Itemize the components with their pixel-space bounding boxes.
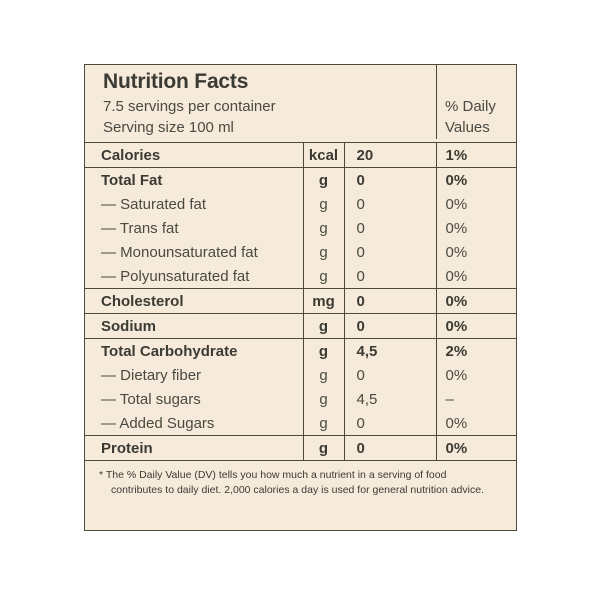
nutrient-row: Sodium g 0 0% bbox=[85, 313, 516, 339]
nutrient-amount: 0 bbox=[343, 288, 436, 314]
nutrient-row: Total Carbohydrate g 4,5 2% bbox=[85, 338, 516, 363]
nutrient-unit: g bbox=[302, 240, 344, 264]
servings-per-container: 7.5 servings per container bbox=[103, 98, 276, 115]
nutrient-amount: 0 bbox=[343, 192, 436, 216]
nutrient-row: — Trans fat g 0 0% bbox=[85, 216, 516, 240]
nutrient-daily-value: 0% bbox=[435, 167, 516, 192]
nutrient-amount: 0 bbox=[343, 411, 436, 436]
nutrient-row: Cholesterol mg 0 0% bbox=[85, 288, 516, 314]
nutrient-name: — Polyunsaturated fat bbox=[101, 267, 250, 285]
nutrient-name: Calories bbox=[85, 142, 303, 168]
footnote-line2: contributes to daily diet. 2,000 calorie… bbox=[111, 484, 484, 496]
nutrient-row: — Dietary fiber g 0 0% bbox=[85, 363, 516, 387]
nutrient-unit: g bbox=[302, 363, 344, 387]
nutrient-amount: 4,5 bbox=[343, 338, 436, 363]
nutrient-amount: 0 bbox=[343, 240, 436, 264]
nutrient-amount: 0 bbox=[343, 313, 436, 339]
nutrition-label: Nutrition Facts 7.5 servings per contain… bbox=[84, 64, 517, 531]
nutrient-amount: 0 bbox=[343, 435, 436, 460]
footnote: * The % Daily Value (DV) tells you how m… bbox=[85, 460, 516, 498]
nutrient-unit: g bbox=[302, 387, 344, 411]
nutrient-name: Sodium bbox=[85, 313, 303, 339]
nutrient-row: — Polyunsaturated fat g 0 0% bbox=[85, 264, 516, 289]
nutrient-unit: g bbox=[302, 216, 344, 240]
nutrient-amount: 20 bbox=[343, 142, 436, 168]
nutrient-unit: kcal bbox=[302, 142, 344, 168]
nutrient-daily-value: 0% bbox=[435, 435, 516, 460]
nutrient-unit: g bbox=[302, 338, 344, 363]
nutrient-row: Calories kcal 20 1% bbox=[85, 142, 516, 168]
nutrient-amount: 0 bbox=[343, 167, 436, 192]
nutrient-unit: g bbox=[302, 264, 344, 289]
nutrient-daily-value: 1% bbox=[435, 142, 516, 168]
nutrient-unit: g bbox=[302, 435, 344, 460]
nutrient-unit: g bbox=[302, 167, 344, 192]
nutrient-daily-value: 2% bbox=[435, 338, 516, 363]
nutrient-row: — Monounsaturated fat g 0 0% bbox=[85, 240, 516, 264]
label-header: Nutrition Facts 7.5 servings per contain… bbox=[85, 65, 436, 139]
nutrient-row: — Added Sugars g 0 0% bbox=[85, 411, 516, 436]
nutrient-daily-value: 0% bbox=[435, 264, 516, 289]
nutrient-name: — Added Sugars bbox=[101, 414, 215, 432]
nutrient-row: Total Fat g 0 0% bbox=[85, 167, 516, 192]
nutrient-name: Cholesterol bbox=[85, 288, 303, 314]
nutrient-amount: 0 bbox=[343, 363, 436, 387]
nutrient-amount: 4,5 bbox=[343, 387, 436, 411]
nutrient-unit: g bbox=[302, 313, 344, 339]
nutrient-daily-value: 0% bbox=[435, 313, 516, 339]
nutrient-name: — Dietary fiber bbox=[101, 366, 202, 384]
nutrient-name: Protein bbox=[85, 435, 303, 460]
nutrient-amount: 0 bbox=[343, 264, 436, 289]
nutrient-row: Protein g 0 0% bbox=[85, 435, 516, 460]
nutrient-daily-value: 0% bbox=[435, 216, 516, 240]
serving-size: Serving size 100 ml bbox=[103, 119, 234, 136]
nutrient-name: — Saturated fat bbox=[101, 195, 207, 213]
nutrient-unit: mg bbox=[302, 288, 344, 314]
nutrient-name: — Trans fat bbox=[101, 219, 179, 237]
nutrient-daily-value: 0% bbox=[435, 411, 516, 436]
nutrient-amount: 0 bbox=[343, 216, 436, 240]
label-title: Nutrition Facts bbox=[103, 70, 249, 93]
nutrient-row: — Saturated fat g 0 0% bbox=[85, 192, 516, 216]
nutrient-daily-value: 0% bbox=[435, 192, 516, 216]
nutrient-daily-value: 0% bbox=[435, 363, 516, 387]
nutrient-daily-value: 0% bbox=[435, 240, 516, 264]
daily-value-header: % Daily Values bbox=[436, 65, 516, 139]
nutrient-daily-value: 0% bbox=[435, 288, 516, 314]
nutrient-name: Total Fat bbox=[85, 167, 303, 192]
footnote-line1: * The % Daily Value (DV) tells you how m… bbox=[99, 469, 447, 481]
nutrient-unit: g bbox=[302, 411, 344, 436]
nutrient-name: — Monounsaturated fat bbox=[101, 243, 258, 261]
daily-value-header-line1: % Daily bbox=[445, 98, 496, 115]
daily-value-header-line2: Values bbox=[445, 119, 490, 136]
nutrient-name: — Total sugars bbox=[101, 390, 201, 408]
nutrient-row: — Total sugars g 4,5– bbox=[85, 387, 516, 411]
nutrient-name: Total Carbohydrate bbox=[85, 338, 303, 363]
nutrient-daily-value: – bbox=[435, 387, 516, 411]
nutrient-table: Calories kcal 20 1% Total Fat g 0 0% — Saturated… bbox=[85, 142, 516, 460]
nutrient-unit: g bbox=[302, 192, 344, 216]
